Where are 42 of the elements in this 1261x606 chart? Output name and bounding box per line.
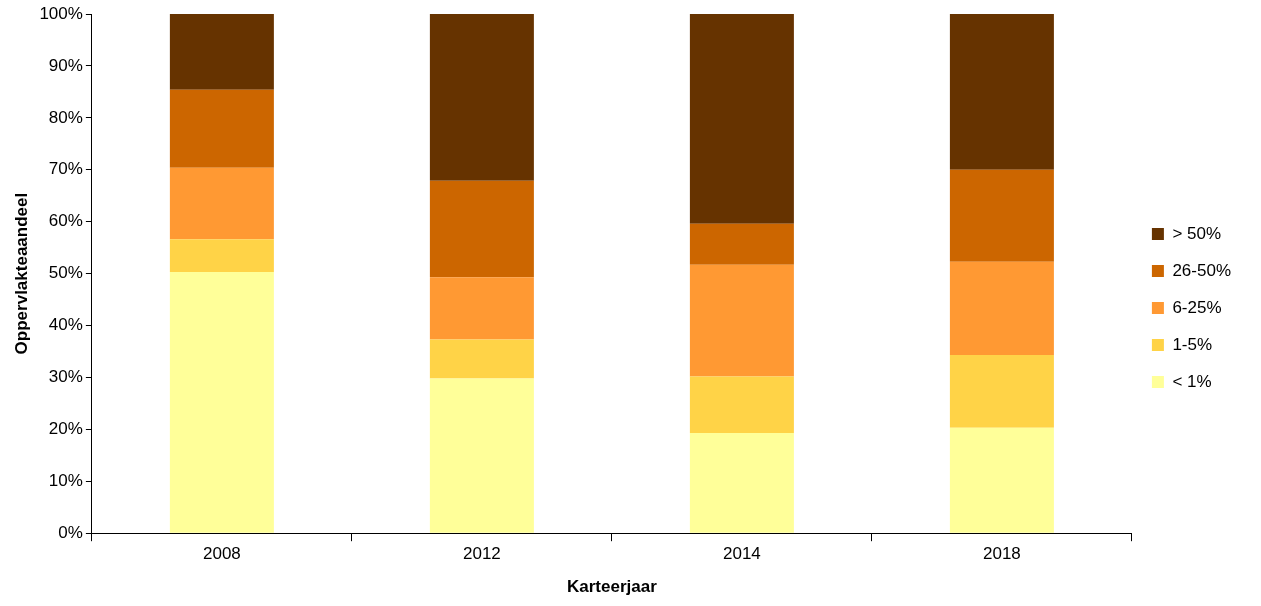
y-tick-label: 60% (48, 211, 83, 231)
bar (949, 169, 1054, 262)
bar (689, 264, 794, 377)
bar (169, 239, 274, 273)
bar (949, 261, 1054, 356)
bar (949, 427, 1054, 533)
legend-label: > 50% (1172, 223, 1222, 243)
x-tick-label: 2014 (722, 544, 761, 564)
y-tick-label: 70% (48, 159, 83, 179)
bar (949, 14, 1054, 170)
y-axis-title: Oppervlakteaandeel (11, 192, 31, 355)
legend-label: 6-25% (1172, 297, 1222, 317)
y-tick-label: 90% (48, 55, 83, 75)
bar (689, 432, 794, 533)
y-tick-label: 20% (48, 419, 83, 439)
y-tick-label: 80% (48, 107, 83, 127)
legend-label: 1-5% (1172, 334, 1213, 354)
bar (169, 89, 274, 168)
bar (689, 376, 794, 433)
x-tick-label: 2018 (982, 544, 1021, 564)
bar (429, 14, 534, 181)
bar (169, 14, 274, 90)
x-axis-title: Karteerjaar (567, 577, 658, 597)
bar (169, 272, 274, 533)
bar (429, 277, 534, 340)
y-tick-label: 100% (39, 3, 83, 23)
x-tick-label: 2012 (462, 544, 501, 564)
x-tick-label: 2008 (202, 544, 241, 564)
y-tick-label: 50% (48, 263, 83, 283)
legend-label: < 1% (1172, 371, 1212, 391)
bar (689, 14, 794, 224)
bar (429, 378, 534, 533)
bar (169, 167, 274, 240)
bar (429, 339, 534, 379)
y-tick-label: 40% (48, 315, 83, 335)
y-tick-label: 0% (58, 522, 83, 542)
bar (949, 355, 1054, 428)
legend-label: 26-50% (1172, 260, 1232, 280)
bar (429, 180, 534, 278)
y-tick-label: 10% (48, 470, 83, 490)
bar (689, 223, 794, 265)
y-tick-label: 30% (48, 367, 83, 387)
